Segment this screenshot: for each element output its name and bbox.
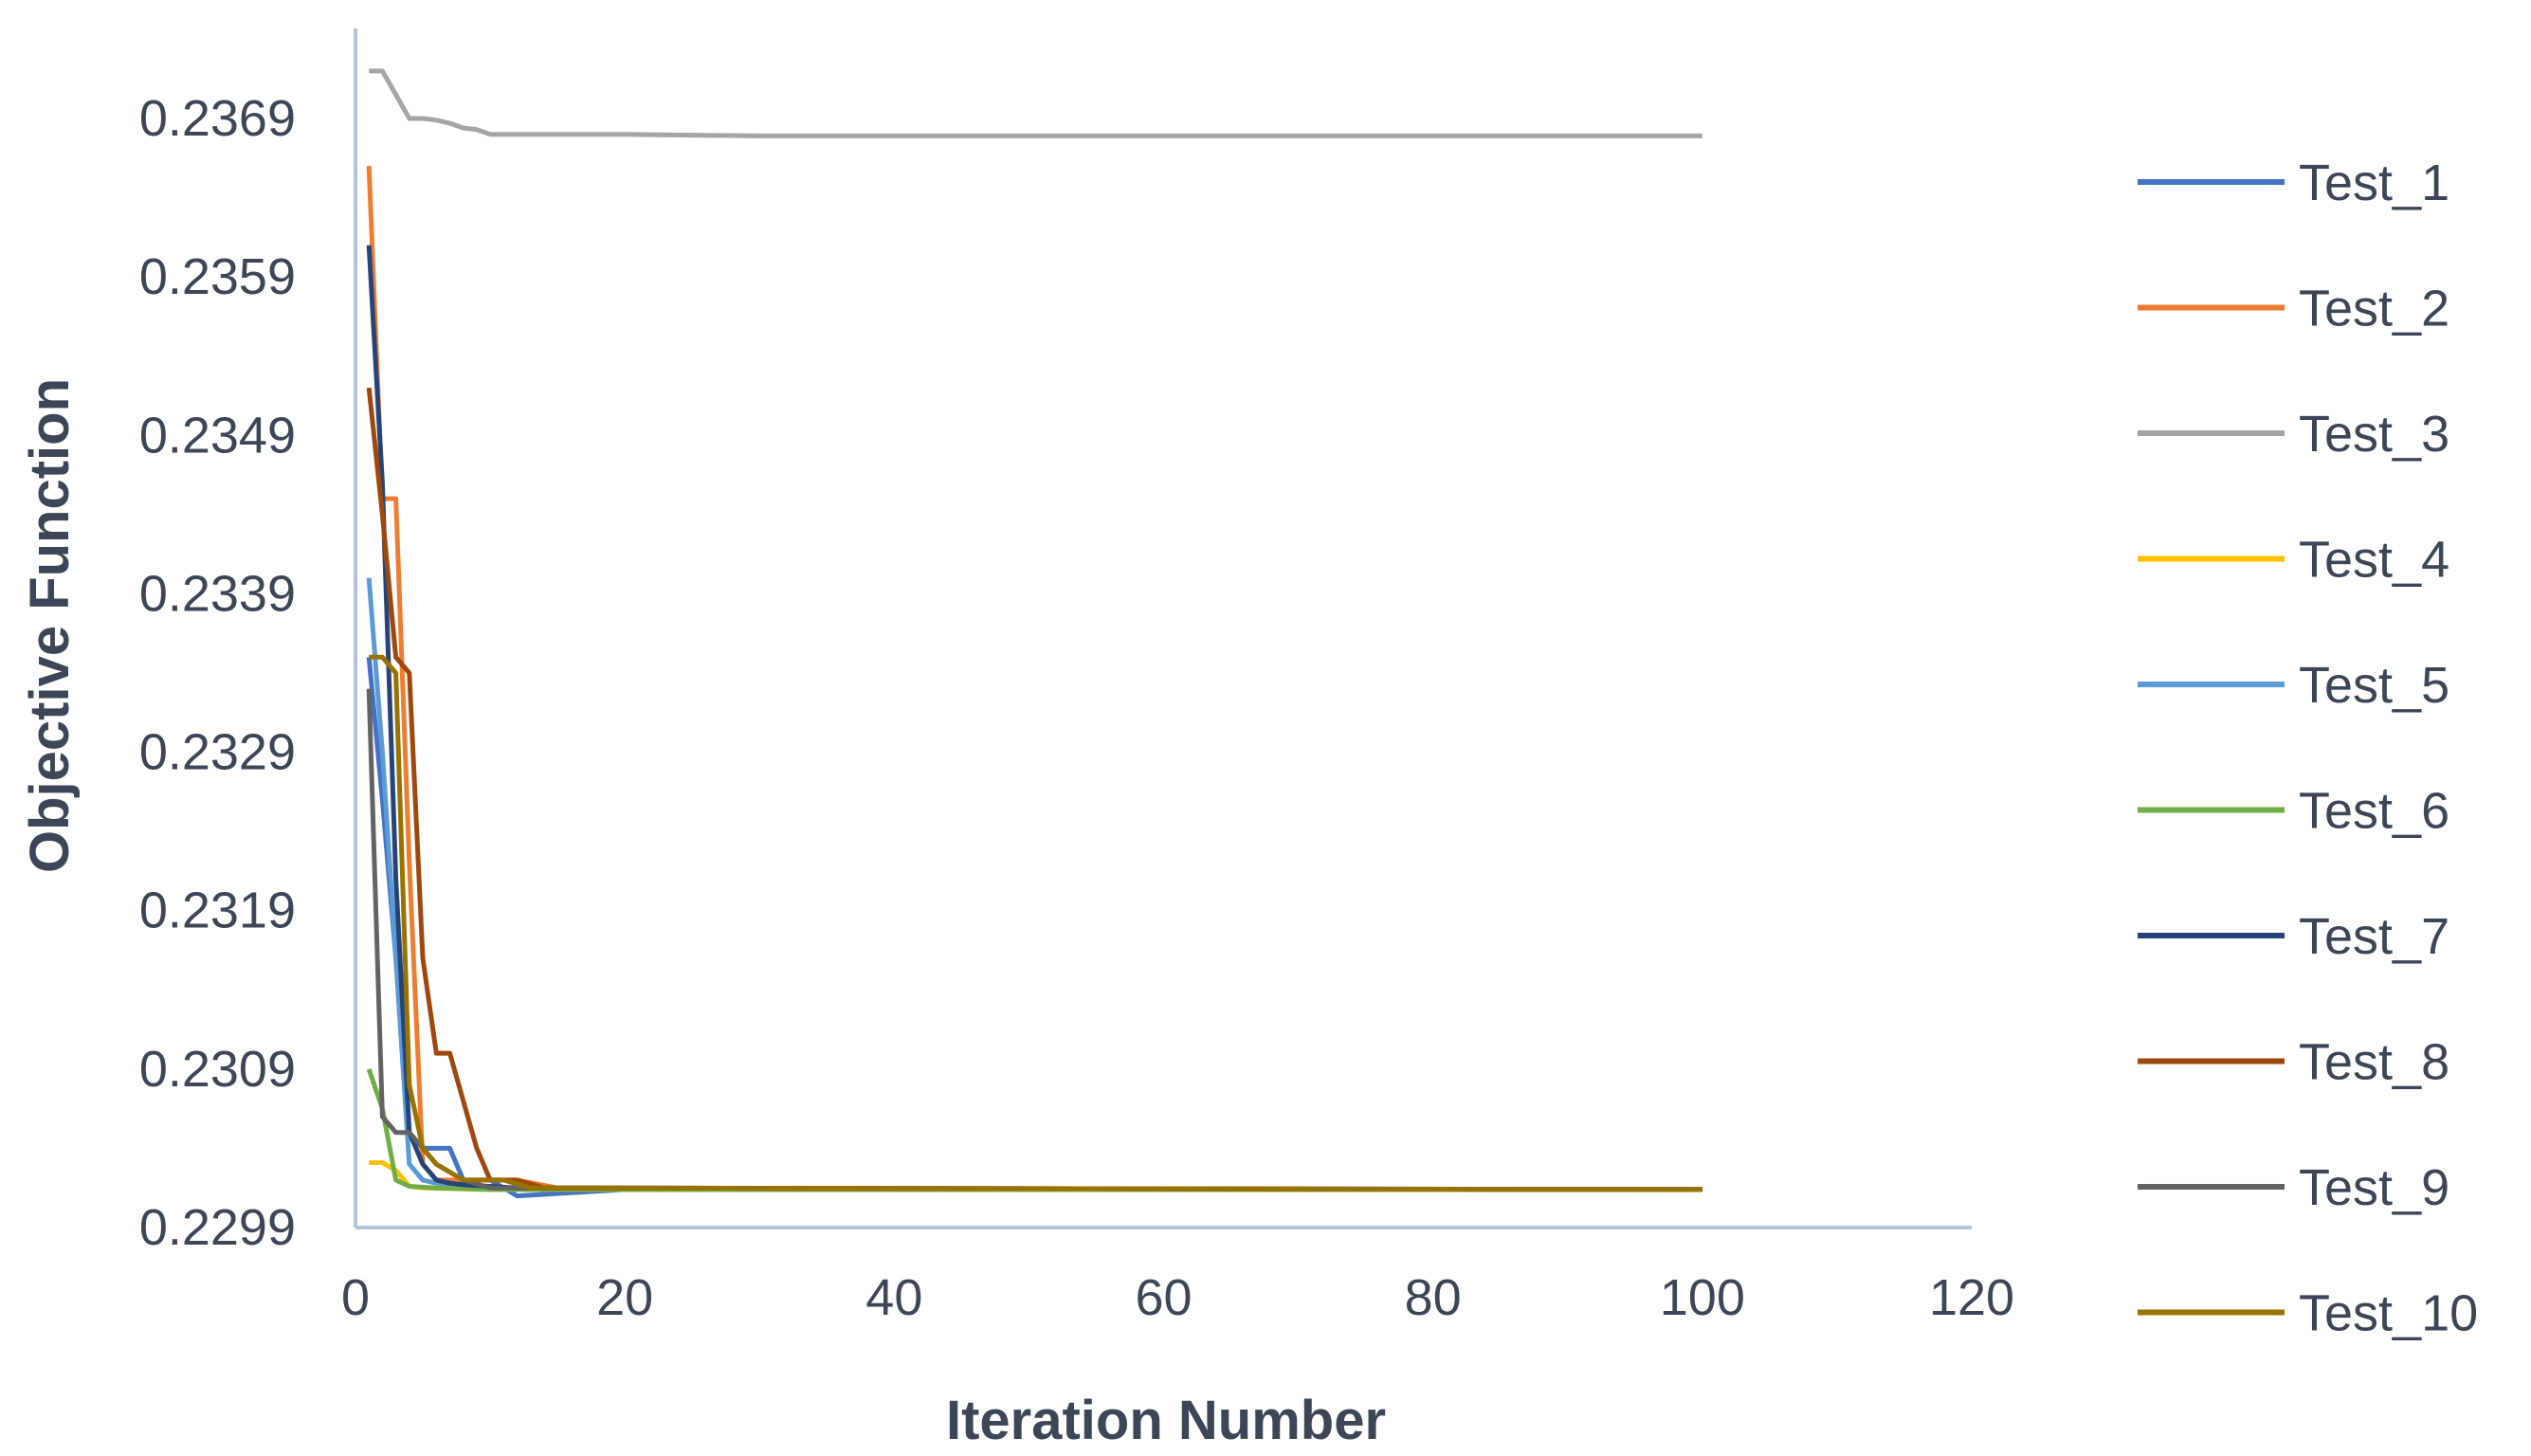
legend-item: Test_3 (2138, 406, 2449, 463)
legend-item: Test_5 (2138, 657, 2449, 714)
legend-item: Test_4 (2138, 532, 2449, 589)
axes (354, 28, 1972, 1229)
y-tick-label: 0.2369 (139, 90, 296, 147)
x-tick-label: 100 (1660, 1269, 1745, 1326)
series-lines (366, 68, 1703, 1199)
legend-label: Test_10 (2299, 1285, 2478, 1342)
series-line-9 (366, 688, 1703, 1192)
legend-label: Test_9 (2299, 1159, 2449, 1216)
legend-item: Test_10 (2138, 1285, 2478, 1342)
x-tick-label: 60 (1135, 1269, 1192, 1326)
series-line-5 (366, 577, 1703, 1192)
legend: Test_1 Test_2 Test_3 Test_4 Test_5 Test_6 Test… (2138, 155, 2478, 1342)
series-line-3 (369, 68, 1703, 138)
legend-item: Test_7 (2138, 908, 2449, 965)
legend-label: Test_7 (2299, 908, 2449, 965)
legend-label: Test_5 (2299, 657, 2449, 714)
legend-item: Test_8 (2138, 1034, 2449, 1091)
legend-item: Test_1 (2138, 155, 2449, 211)
series-line-6 (366, 1068, 1703, 1192)
series-line-2 (366, 165, 1703, 1192)
y-axis-title: Objective Function (19, 378, 81, 873)
legend-item: Test_9 (2138, 1159, 2449, 1216)
y-tick-label: 0.2329 (139, 724, 296, 781)
legend-label: Test_4 (2299, 532, 2449, 589)
series-line-8 (366, 387, 1703, 1192)
legend-item: Test_6 (2138, 783, 2449, 840)
x-tick-label: 120 (1929, 1269, 2014, 1326)
legend-label: Test_2 (2299, 281, 2449, 337)
y-tick-label: 0.2299 (139, 1199, 296, 1256)
series-line-1 (366, 657, 1703, 1199)
series-line-4 (369, 1160, 1703, 1192)
legend-label: Test_1 (2299, 155, 2449, 211)
series-line-7 (366, 245, 1703, 1192)
legend-label: Test_6 (2299, 783, 2449, 840)
x-tick-label: 20 (596, 1269, 653, 1326)
y-tick-label: 0.2309 (139, 1041, 296, 1098)
series-line-10 (369, 654, 1703, 1192)
x-axis-title: Iteration Number (946, 1390, 1386, 1451)
y-tick-label: 0.2339 (139, 565, 296, 622)
y-tick-label: 0.2319 (139, 883, 296, 939)
x-tick-label: 0 (341, 1269, 370, 1326)
tick-labels: 0 20 40 60 80 100 120 0.2299 0.2309 0.2319 0.2329 0… (139, 90, 2014, 1326)
legend-item: Test_2 (2138, 281, 2449, 337)
y-tick-label: 0.2349 (139, 407, 296, 464)
x-tick-label: 80 (1405, 1269, 1462, 1326)
x-tick-label: 40 (865, 1269, 922, 1326)
legend-label: Test_3 (2299, 406, 2449, 463)
y-tick-label: 0.2359 (139, 248, 296, 305)
legend-label: Test_8 (2299, 1034, 2449, 1091)
